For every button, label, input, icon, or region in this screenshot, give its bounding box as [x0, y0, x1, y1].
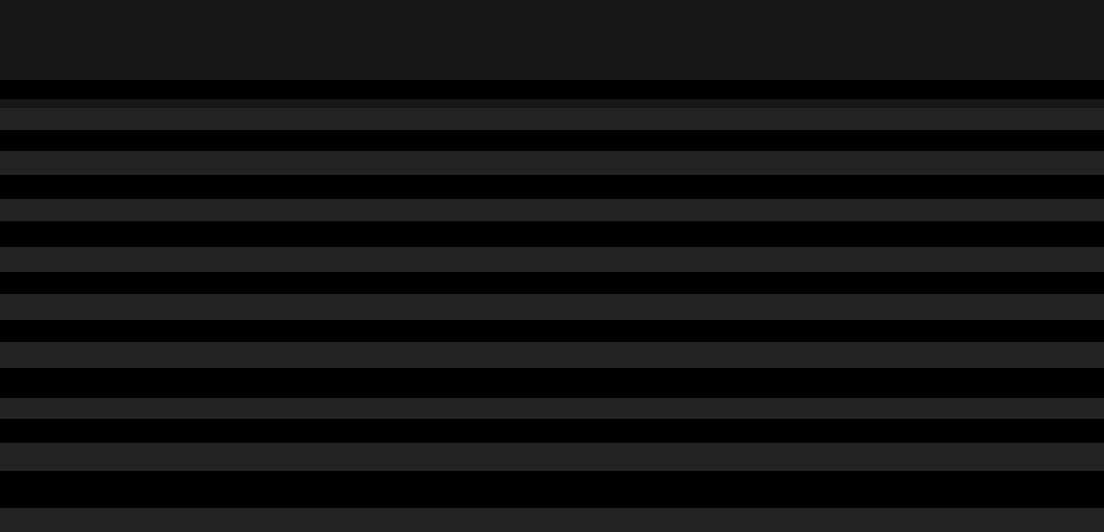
header-band	[0, 0, 1104, 80]
divider-band	[0, 99, 1104, 108]
gap-band	[0, 130, 1104, 151]
gap-band	[0, 221, 1104, 247]
row-band	[0, 247, 1104, 272]
gap-band	[0, 272, 1104, 294]
gap-band	[0, 175, 1104, 199]
row-band	[0, 443, 1104, 471]
gap-band	[0, 320, 1104, 342]
row-band	[0, 108, 1104, 130]
gap-band	[0, 471, 1104, 508]
gap-band	[0, 80, 1104, 99]
row-band	[0, 199, 1104, 221]
row-band	[0, 508, 1104, 532]
row-band	[0, 342, 1104, 368]
gap-band	[0, 368, 1104, 398]
row-band	[0, 294, 1104, 320]
row-band	[0, 398, 1104, 419]
gap-band	[0, 419, 1104, 443]
row-band	[0, 151, 1104, 175]
